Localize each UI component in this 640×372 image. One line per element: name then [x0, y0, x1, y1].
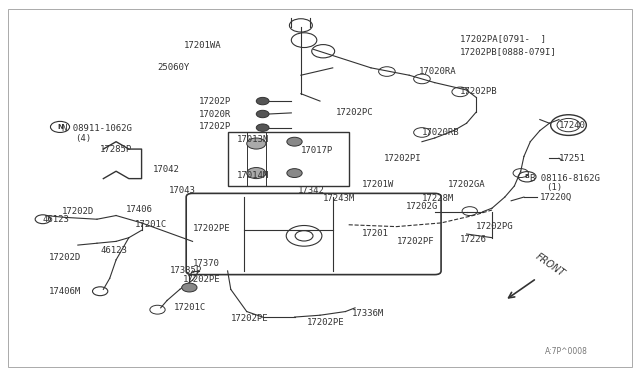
Bar — [228, 132, 349, 186]
Text: 17014M: 17014M — [237, 171, 269, 180]
Text: 17335P: 17335P — [170, 266, 202, 275]
Text: 17285P: 17285P — [100, 145, 132, 154]
Text: 17202PE: 17202PE — [231, 314, 268, 323]
Text: 17370: 17370 — [193, 259, 220, 268]
Text: A:7P^0008: A:7P^0008 — [545, 347, 588, 356]
Text: 17251: 17251 — [559, 154, 586, 163]
Circle shape — [256, 110, 269, 118]
Text: 17017P: 17017P — [301, 147, 333, 155]
Circle shape — [246, 138, 266, 149]
Text: N 08911-1062G: N 08911-1062G — [62, 124, 132, 133]
Text: 17020R: 17020R — [198, 109, 231, 119]
Text: 17202G: 17202G — [406, 202, 438, 211]
Circle shape — [182, 283, 197, 292]
Text: 17202D: 17202D — [49, 253, 81, 263]
Circle shape — [246, 167, 266, 179]
Text: 46123: 46123 — [100, 246, 127, 255]
Text: 17201C: 17201C — [135, 220, 168, 229]
Text: FRONT: FRONT — [534, 251, 566, 279]
Text: 46123: 46123 — [43, 215, 70, 224]
Text: 17201WA: 17201WA — [184, 41, 221, 50]
Text: 17202PI: 17202PI — [384, 154, 421, 163]
Circle shape — [287, 137, 302, 146]
Text: 17020RA: 17020RA — [419, 67, 456, 76]
Text: 17042: 17042 — [153, 165, 180, 174]
Text: 17342: 17342 — [298, 186, 324, 195]
Text: 17043: 17043 — [169, 186, 196, 195]
Text: B: B — [525, 174, 529, 179]
Text: N: N — [57, 124, 63, 130]
Text: 17202PE: 17202PE — [183, 275, 221, 284]
Text: (1): (1) — [546, 183, 563, 192]
Text: 17228M: 17228M — [422, 195, 454, 203]
Text: 17202PB[0888-079I]: 17202PB[0888-079I] — [460, 47, 557, 56]
Text: 17202P: 17202P — [198, 122, 231, 131]
Text: 17226: 17226 — [460, 235, 487, 244]
Text: 17201: 17201 — [362, 230, 388, 238]
Text: 17201C: 17201C — [173, 303, 205, 312]
Text: 17201W: 17201W — [362, 180, 394, 189]
Text: 25060Y: 25060Y — [157, 63, 189, 72]
Text: 17013N: 17013N — [237, 135, 269, 144]
Text: 17336M: 17336M — [352, 309, 384, 318]
Text: 17202GA: 17202GA — [447, 180, 485, 189]
Circle shape — [287, 169, 302, 177]
Text: 17202PB: 17202PB — [460, 87, 498, 96]
Circle shape — [256, 124, 269, 131]
Text: 17202P: 17202P — [198, 97, 231, 106]
Text: 17202PF: 17202PF — [396, 237, 434, 246]
Text: 17406M: 17406M — [49, 287, 81, 296]
Text: 17243M: 17243M — [323, 195, 355, 203]
Text: 17202PE: 17202PE — [307, 318, 345, 327]
Text: 17406: 17406 — [125, 205, 152, 215]
Text: 17020RB: 17020RB — [422, 128, 460, 137]
Text: 17202D: 17202D — [62, 207, 94, 217]
Text: 17202PC: 17202PC — [336, 108, 374, 117]
Text: 17240: 17240 — [559, 121, 586, 129]
Text: B 08116-8162G: B 08116-8162G — [531, 174, 600, 183]
Text: 17202PE: 17202PE — [193, 224, 230, 233]
Text: 17220Q: 17220Q — [540, 193, 572, 202]
Text: 17202PG: 17202PG — [476, 222, 514, 231]
Text: (4): (4) — [75, 134, 91, 143]
Text: 17202PA[0791-  ]: 17202PA[0791- ] — [460, 34, 546, 43]
Circle shape — [256, 97, 269, 105]
